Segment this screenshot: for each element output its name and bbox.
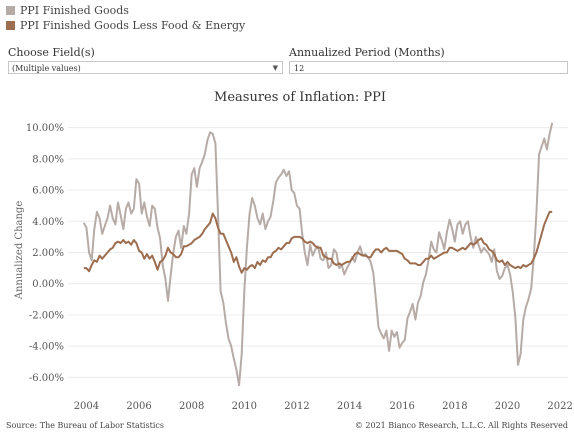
y-tick-label: -4.00%	[29, 342, 64, 353]
x-tick-label: 2014	[337, 401, 362, 412]
y-tick-label: 6.00%	[32, 186, 64, 197]
grid-lines	[68, 127, 568, 378]
annualized-period-input[interactable]: 12	[289, 61, 568, 74]
y-tick-label: 4.00%	[32, 217, 64, 228]
series-lines	[82, 122, 554, 387]
y-tick-label: -2.00%	[29, 310, 64, 321]
series-line-ppi-core	[83, 210, 553, 274]
choose-field-value: (Multiple values)	[12, 64, 81, 73]
x-tick-label: 2008	[179, 401, 204, 412]
choose-field-select[interactable]: (Multiple values) ▼	[8, 61, 283, 74]
legend-label: PPI Finished Goods	[20, 4, 129, 17]
y-axis-label: Annualized Change	[14, 201, 25, 301]
legend: PPI Finished Goods PPI Finished Goods Le…	[6, 3, 245, 33]
y-axis-ticks: 10.00% 8.00% 6.00% 4.00% 2.00% 0.00% -2.00% -4.…	[26, 123, 64, 384]
y-tick-label: 0.00%	[32, 279, 64, 290]
choose-field-label: Choose Field(s)	[8, 46, 95, 59]
legend-item-ppi-core[interactable]: PPI Finished Goods Less Food & Energy	[6, 18, 245, 33]
x-tick-label: 2018	[442, 401, 467, 412]
x-tick-label: 2010	[232, 401, 257, 412]
annualized-period-label: Annualized Period (Months)	[289, 46, 445, 59]
legend-swatch-ppi-core	[6, 21, 15, 30]
legend-label: PPI Finished Goods Less Food & Energy	[20, 19, 246, 32]
x-tick-label: 2004	[74, 401, 99, 412]
source-note: Source: The Bureau of Labor Statistics	[6, 421, 164, 430]
y-tick-label: 8.00%	[32, 154, 64, 165]
chevron-down-icon: ▼	[272, 64, 278, 72]
y-tick-label: 10.00%	[26, 123, 64, 134]
legend-swatch-ppi-finished-goods	[6, 6, 15, 15]
annualized-period-value: 12	[294, 64, 305, 73]
x-tick-label: 2016	[389, 401, 414, 412]
legend-item-ppi-finished-goods[interactable]: PPI Finished Goods	[6, 3, 245, 18]
x-tick-label: 2022	[547, 401, 572, 412]
chart-title: Measures of Inflation: PPI	[214, 90, 386, 105]
copyright-note: © 2021 Bianco Research, L.L.C. All Right…	[354, 421, 568, 430]
x-tick-label: 2006	[126, 401, 151, 412]
y-tick-label: -6.00%	[29, 373, 64, 384]
x-axis-ticks: 2004 2006 2008 2010 2012 2014 2016 2018 2020 2022	[74, 401, 573, 412]
y-tick-label: 2.00%	[32, 248, 64, 259]
x-tick-label: 2012	[284, 401, 309, 412]
x-tick-label: 2020	[495, 401, 520, 412]
